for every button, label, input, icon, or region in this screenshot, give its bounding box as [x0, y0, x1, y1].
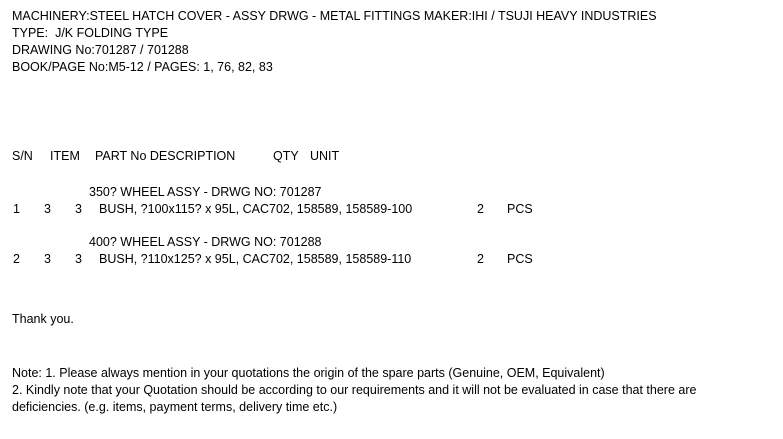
header-line-type: TYPE: J/K FOLDING TYPE — [12, 26, 169, 40]
group-title: 400? WHEEL ASSY - DRWG NO: 701288 — [89, 235, 322, 249]
cell-part-no: 3 — [75, 202, 82, 216]
notes-block: Note: 1. Please always mention in your q… — [12, 365, 774, 416]
column-header-qty: QTY — [273, 149, 299, 163]
column-header-sn: S/N — [12, 149, 33, 163]
cell-description: BUSH, ?110x125? x 95L, CAC702, 158589, 1… — [99, 252, 412, 266]
cell-sn: 1 — [13, 202, 20, 216]
cell-part-no: 3 — [75, 252, 82, 266]
table-row: 2 3 3 BUSH, ?110x125? x 95L, CAC702, 158… — [0, 251, 783, 268]
group-title-row: 400? WHEEL ASSY - DRWG NO: 701288 — [0, 234, 783, 251]
header-line-machinery: MACHINERY:STEEL HATCH COVER - ASSY DRWG … — [12, 9, 657, 23]
column-header-unit: UNIT — [310, 149, 340, 163]
column-header-item: ITEM — [50, 149, 80, 163]
table-row: 1 3 3 BUSH, ?100x115? x 95L, CAC702, 158… — [0, 201, 783, 218]
table-header-row: S/N ITEM PART No DESCRIPTION QTY UNIT — [0, 148, 783, 165]
document-header: MACHINERY:STEEL HATCH COVER - ASSY DRWG … — [12, 8, 772, 76]
cell-qty: 2 — [477, 202, 484, 216]
group-gap — [0, 218, 783, 234]
header-line-book-page-no: BOOK/PAGE No:M5-12 / PAGES: 1, 76, 82, 8… — [12, 60, 273, 74]
cell-sn: 2 — [13, 252, 20, 266]
column-header-description: PART No DESCRIPTION — [95, 149, 236, 163]
cell-unit: PCS — [507, 252, 533, 266]
header-line-drawing-no: DRAWING No:701287 / 701288 — [12, 43, 189, 57]
cell-description: BUSH, ?100x115? x 95L, CAC702, 158589, 1… — [99, 202, 413, 216]
note-line-1: Note: 1. Please always mention in your q… — [12, 366, 605, 380]
note-line-2: 2. Kindly note that your Quotation shoul… — [12, 383, 697, 397]
table-header-gap — [0, 165, 783, 184]
parts-table: S/N ITEM PART No DESCRIPTION QTY UNIT 35… — [0, 148, 783, 268]
note-line-3: deficiencies. (e.g. items, payment terms… — [12, 400, 338, 414]
group-title-row: 350? WHEEL ASSY - DRWG NO: 701287 — [0, 184, 783, 201]
cell-item: 3 — [44, 202, 51, 216]
cell-qty: 2 — [477, 252, 484, 266]
cell-item: 3 — [44, 252, 51, 266]
cell-unit: PCS — [507, 202, 533, 216]
closing-line: Thank you. — [12, 312, 74, 326]
group-title: 350? WHEEL ASSY - DRWG NO: 701287 — [89, 185, 322, 199]
